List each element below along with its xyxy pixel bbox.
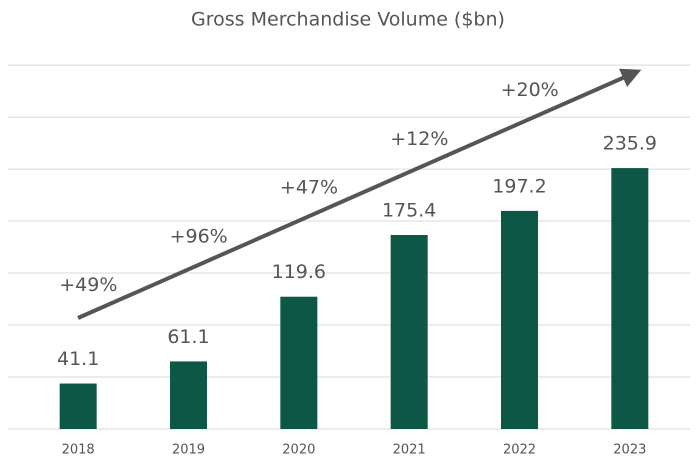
trend-arrow <box>77 68 642 320</box>
growth-label: +20% <box>501 79 559 101</box>
x-tick-label: 2021 <box>393 443 426 458</box>
growth-label: +12% <box>390 128 448 150</box>
bar <box>390 234 428 429</box>
value-label: 197.2 <box>492 175 546 197</box>
x-tick-label: 2018 <box>62 443 95 458</box>
bar <box>501 210 538 429</box>
growth-label: +49% <box>59 274 117 296</box>
bar <box>59 383 97 429</box>
growth-label: +47% <box>280 177 338 199</box>
x-tick-label: 2020 <box>282 443 315 458</box>
value-label: 235.9 <box>603 133 657 155</box>
x-tick-label: 2019 <box>172 443 205 458</box>
x-tick-label: 2023 <box>613 443 646 458</box>
value-label: 61.1 <box>167 326 209 348</box>
bar <box>170 361 207 429</box>
growth-label: +96% <box>170 225 228 247</box>
bar <box>611 168 649 429</box>
value-label: 175.4 <box>382 199 436 221</box>
bar <box>280 296 318 429</box>
chart-title: Gross Merchandise Volume ($bn) <box>191 9 505 31</box>
value-label: 41.1 <box>57 348 99 370</box>
value-label: 119.6 <box>272 261 326 283</box>
x-tick-label: 2022 <box>503 443 536 458</box>
